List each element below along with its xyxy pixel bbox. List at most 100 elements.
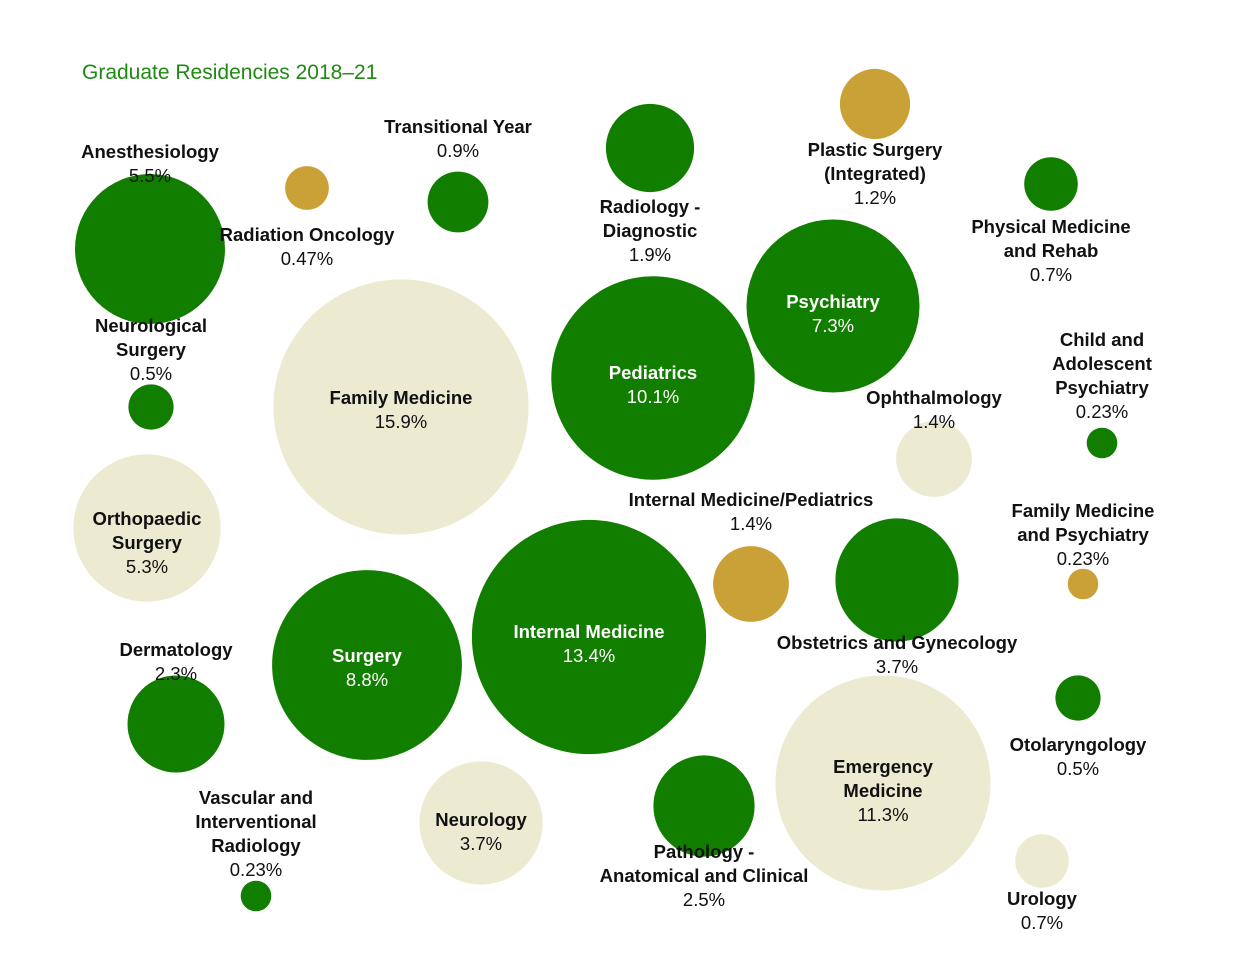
bubble-label-name: Dermatology (119, 639, 233, 660)
bubble-label: Family Medicine and Psychiatry 0.23% (1012, 500, 1155, 569)
bubble (746, 219, 920, 393)
bubble-label-value: 1.4% (730, 513, 772, 534)
bubble-label-value: 0.5% (130, 363, 172, 384)
bubble (427, 171, 489, 233)
bubble-label: Radiation Oncology 0.47% (220, 224, 395, 269)
bubble-label-value: 2.5% (683, 889, 725, 910)
bubble-label-name: Family Medicine (330, 387, 473, 408)
bubble-label-name: Pediatrics (609, 362, 697, 383)
bubble-label-name: Anatomical and Clinical (600, 865, 809, 886)
bubble-label-name: Medicine (843, 780, 922, 801)
bubble-label: Dermatology 2.3% (119, 639, 233, 684)
bubble-label-name: and Psychiatry (1017, 524, 1149, 545)
bubble-label-value: 5.5% (129, 165, 171, 186)
bubble (775, 675, 991, 891)
bubble (272, 570, 462, 760)
bubble-label-name: Physical Medicine (971, 216, 1130, 237)
chart-title: Graduate Residencies 2018–21 (82, 61, 377, 84)
bubble-label-value: 2.3% (155, 663, 197, 684)
bubble-label: Urology 0.7% (1007, 888, 1078, 933)
bubble-label-value: 10.1% (627, 386, 679, 407)
bubble-label-value: 0.5% (1057, 758, 1099, 779)
bubble (1086, 427, 1118, 459)
bubble (839, 68, 911, 140)
bubble (75, 174, 225, 324)
bubble-label-value: 7.3% (812, 315, 854, 336)
bubble-label-value: 3.7% (460, 833, 502, 854)
bubble-label: Radiology - Diagnostic 1.9% (600, 196, 701, 265)
bubble-label-value: 0.7% (1021, 912, 1063, 933)
bubble-label-value: 0.23% (230, 859, 282, 880)
bubble (273, 279, 529, 535)
bubble-label: Psychiatry 7.3% (786, 291, 880, 336)
bubble (896, 421, 972, 497)
bubble-label: Internal Medicine 13.4% (513, 621, 664, 666)
bubble-label: Orthopaedic Surgery 5.3% (93, 508, 202, 577)
bubble-label-name: Radiology (211, 835, 301, 856)
bubble-label: Child and Adolescent Psychiatry 0.23% (1052, 329, 1152, 422)
bubble-label-name: Adolescent (1052, 353, 1152, 374)
bubble-label-name: Child and (1060, 329, 1144, 350)
bubble-label: Surgery 8.8% (332, 645, 403, 690)
bubble-label-name: Vascular and (199, 787, 313, 808)
bubble (653, 755, 755, 857)
bubble-label-name: Anesthesiology (81, 141, 219, 162)
bubble (419, 761, 543, 885)
bubble-label-value: 0.7% (1030, 264, 1072, 285)
bubble (551, 276, 755, 480)
bubble-label-name: Diagnostic (603, 220, 698, 241)
bubble-label-value: 8.8% (346, 669, 388, 690)
bubble (471, 519, 707, 755)
bubble (128, 384, 174, 430)
bubble (1067, 568, 1099, 600)
bubble-label-name: Radiology - (600, 196, 701, 217)
bubble (240, 880, 272, 912)
bubble-label-name: Pathology - (654, 841, 755, 862)
bubble-label-name: Transitional Year (384, 116, 532, 137)
bubble-label-name: Neurology (435, 809, 527, 830)
bubble-label-name: Internal Medicine/Pediatrics (629, 489, 874, 510)
bubble-label-name: Ophthalmology (866, 387, 1002, 408)
bubble-label: Otolaryngology 0.5% (1010, 734, 1147, 779)
bubble-label: Neurological Surgery 0.5% (95, 315, 207, 384)
bubble-label-name: Urology (1007, 888, 1078, 909)
bubble-label: Neurology 3.7% (435, 809, 527, 854)
bubble-label-name: Surgery (116, 339, 187, 360)
bubble-label-name: Otolaryngology (1010, 734, 1147, 755)
bubble-label-name: Surgery (332, 645, 403, 666)
bubble-label-name: Orthopaedic (93, 508, 202, 529)
bubble-label-name: Neurological (95, 315, 207, 336)
bubble (605, 103, 695, 193)
bubble-label: Ophthalmology 1.4% (866, 387, 1002, 432)
bubble-label-name: and Rehab (1004, 240, 1099, 261)
bubble-label: Pediatrics 10.1% (609, 362, 697, 407)
bubble-label-value: 15.9% (375, 411, 427, 432)
bubble (1024, 157, 1078, 211)
bubble-label: Anesthesiology 5.5% (81, 141, 219, 186)
bubble-label-name: (Integrated) (824, 163, 926, 184)
bubble-label: Pathology - Anatomical and Clinical 2.5% (600, 841, 809, 910)
bubble-label-name: Internal Medicine (513, 621, 664, 642)
bubble-label-value: 0.23% (1076, 401, 1128, 422)
bubble-label-value: 0.47% (281, 248, 333, 269)
bubble-label-name: Interventional (195, 811, 316, 832)
bubble-label-value: 1.2% (854, 187, 896, 208)
bubble-label: Emergency Medicine 11.3% (833, 756, 933, 825)
bubble-label-name: Plastic Surgery (808, 139, 943, 160)
bubble-group: Family Medicine 15.9% Internal Medicine 13.… (73, 68, 1155, 933)
bubble-label-value: 1.9% (629, 244, 671, 265)
bubble-label-name: Obstetrics and Gynecology (777, 632, 1018, 653)
bubble-label-name: Emergency (833, 756, 933, 777)
bubble-label-value: 3.7% (876, 656, 918, 677)
bubble (73, 454, 221, 602)
bubble-label-value: 13.4% (563, 645, 615, 666)
bubble (127, 675, 225, 773)
bubble-label: Internal Medicine/Pediatrics 1.4% (629, 489, 874, 534)
bubble (285, 166, 329, 210)
bubble-label: Transitional Year 0.9% (384, 116, 532, 161)
bubble-label-value: 1.4% (913, 411, 955, 432)
bubble (1015, 834, 1069, 888)
bubble-label-value: 5.3% (126, 556, 168, 577)
